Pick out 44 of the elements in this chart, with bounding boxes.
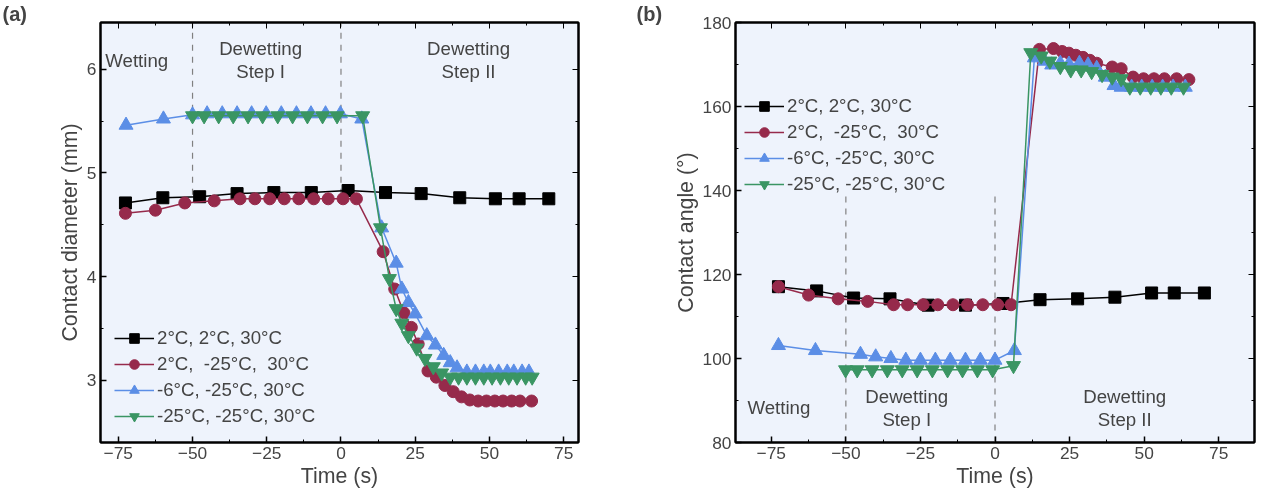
x-tick-label: 0: [336, 442, 346, 463]
legend-label: -25°C, -25°C, 30°C: [157, 405, 316, 427]
x-tick-label: 25: [1059, 442, 1080, 463]
x-tick-label: −50: [831, 442, 861, 463]
annotation: Dewetting Step I: [219, 38, 303, 83]
x-tick-label: 0: [990, 442, 1000, 463]
x-tick-label: −75: [756, 442, 786, 463]
annotation: Dewetting Step II: [1083, 385, 1167, 430]
annotation: Wetting: [747, 397, 811, 419]
annotation: Wetting: [105, 49, 169, 71]
legend-label: 2°C, 2°C, 30°C: [157, 327, 283, 349]
chart-title: (a): [2, 2, 27, 25]
legend-label: 2°C, -25°C, 30°C: [157, 353, 309, 375]
y-tick-label: 5: [86, 162, 97, 183]
x-tick-label: −25: [252, 442, 282, 463]
y-axis-title: Contact diameter (mm): [57, 123, 82, 342]
y-tick-label: 4: [86, 266, 97, 287]
y-tick-label: 120: [702, 264, 732, 285]
chart-title: (b): [636, 2, 663, 25]
x-axis-title: Time (s): [300, 463, 379, 488]
y-tick-label: 100: [702, 348, 732, 369]
legend-label: 2°C, -25°C, 30°C: [787, 121, 939, 143]
y-tick-label: 140: [702, 180, 732, 201]
y-tick-label: 6: [86, 59, 97, 80]
annotation: Dewetting Step I: [865, 385, 949, 430]
x-tick-label: −75: [103, 442, 134, 463]
legend-label: -25°C, -25°C, 30°C: [787, 173, 946, 195]
legend-label: -6°C, -25°C, 30°C: [157, 379, 305, 401]
x-tick-label: 75: [554, 442, 574, 463]
legend-label: 2°C, 2°C, 30°C: [787, 95, 913, 117]
annotation: Dewetting Step II: [427, 38, 511, 83]
x-tick-label: −50: [177, 442, 208, 463]
legend-label: -6°C, -25°C, 30°C: [787, 147, 935, 169]
y-tick-label: 3: [86, 370, 97, 391]
y-tick-label: 80: [712, 432, 732, 453]
y-tick-label: 180: [702, 12, 732, 33]
y-tick-label: 160: [702, 96, 732, 117]
x-tick-label: 50: [1134, 442, 1154, 463]
x-tick-label: 75: [1209, 442, 1229, 463]
x-tick-label: 50: [479, 442, 500, 463]
x-tick-label: −25: [905, 442, 936, 463]
x-tick-label: 25: [405, 442, 425, 463]
y-axis-title: Contact angle (°): [673, 152, 698, 313]
x-axis-title: Time (s): [956, 463, 1034, 488]
